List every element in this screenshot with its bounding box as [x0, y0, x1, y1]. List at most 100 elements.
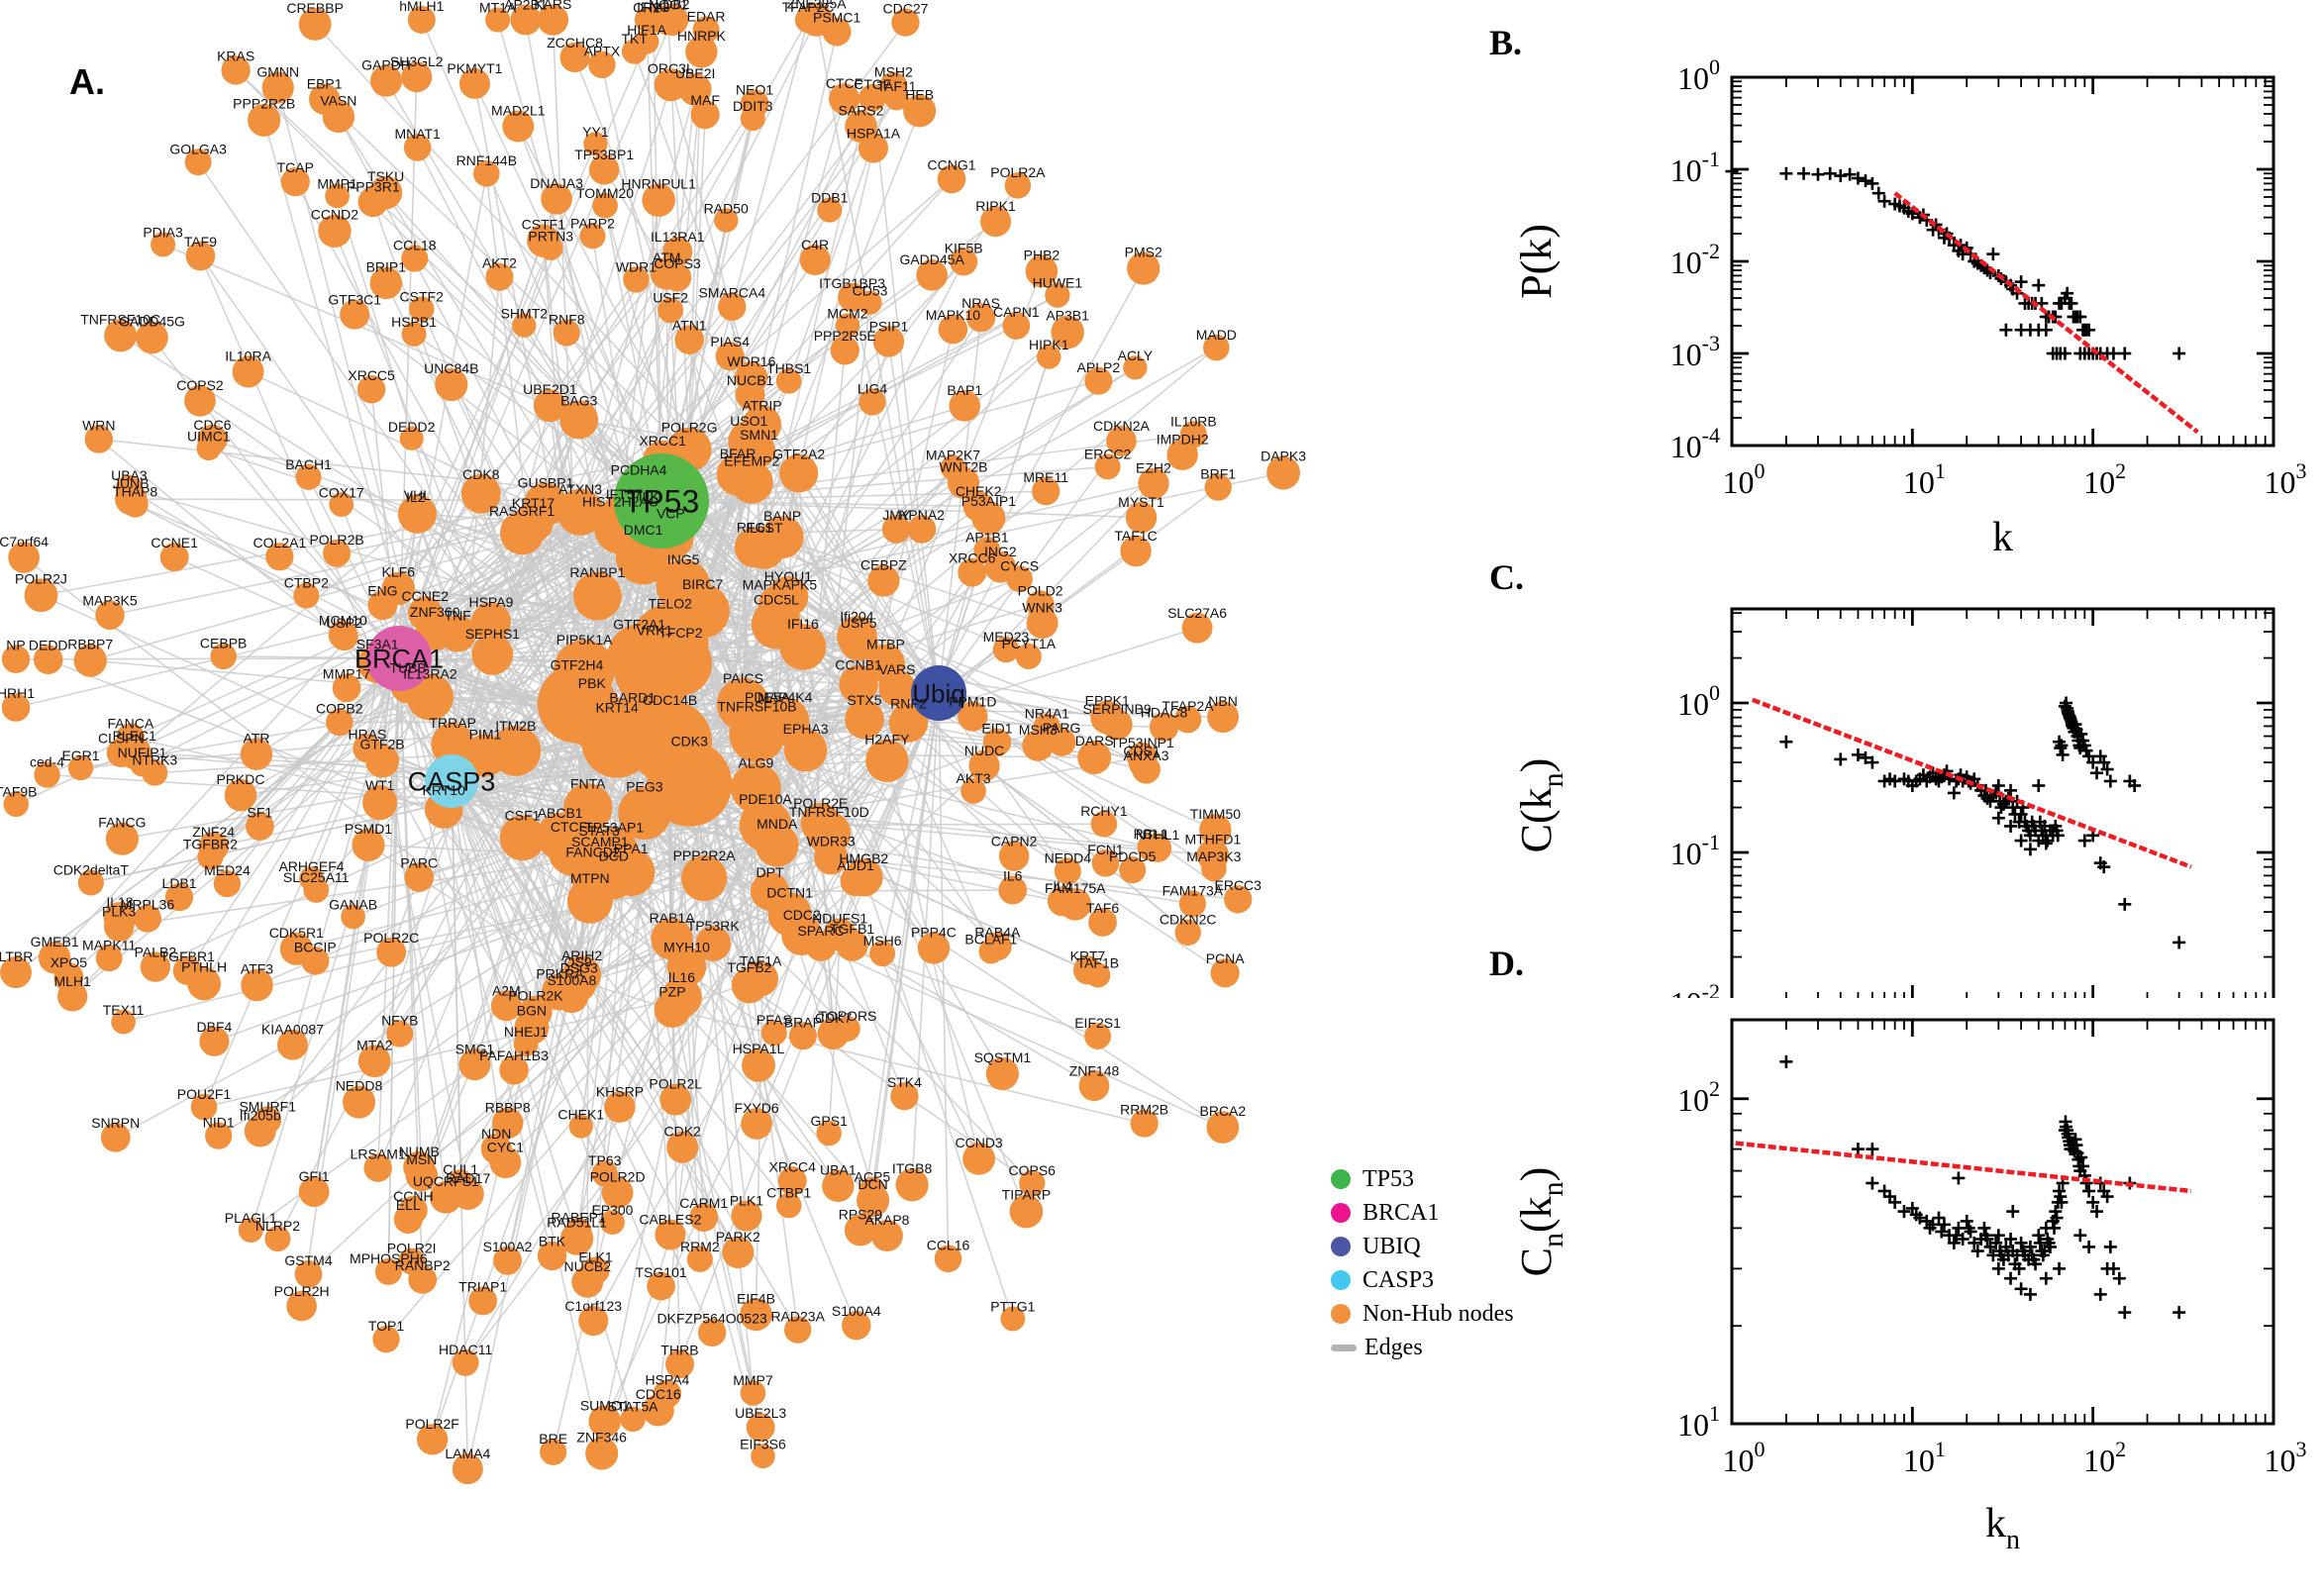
network-node [1009, 1194, 1044, 1229]
y-axis-tick-label: 10-1 [1670, 147, 1720, 188]
network-node-label: WDR16 [727, 353, 775, 369]
network-node-label: RAB1A [650, 910, 696, 926]
network-node [33, 645, 63, 675]
network-node [293, 582, 320, 609]
network-node [649, 633, 713, 696]
network-node [1119, 856, 1147, 884]
network-node [343, 1085, 376, 1119]
y-axis-tick-label: 100 [1677, 680, 1720, 722]
network-node [1022, 730, 1055, 761]
network-node-label: LRSAM1 [351, 1146, 406, 1161]
network-node [1084, 366, 1113, 395]
network-node-label: KARS [534, 0, 571, 12]
y-axis-tick-label: 10-1 [1670, 830, 1720, 871]
x-axis-tick-label: 101 [1903, 1437, 1946, 1478]
network-edge [451, 780, 701, 1260]
network-edge [451, 405, 552, 782]
network-node [1132, 754, 1161, 784]
network-node [662, 237, 693, 267]
network-node [213, 870, 242, 898]
plot-frame [1730, 75, 2275, 448]
network-node-label: ITGB1BP3 [819, 275, 885, 291]
network-node [588, 154, 620, 185]
network-node [591, 855, 636, 900]
network-node-label: WDR1 [616, 258, 656, 274]
network-node [984, 551, 1017, 583]
network-node-label: SARS2 [839, 102, 884, 118]
network-edge [398, 657, 554, 1256]
network-edge [887, 341, 940, 694]
network-edge [798, 472, 974, 792]
network-node [884, 86, 909, 111]
network-node-label: MTA2 [356, 1037, 393, 1052]
network-node-label: MMP17 [323, 666, 370, 682]
network-node-label: WNK3 [1022, 599, 1062, 615]
network-node [962, 1142, 996, 1175]
network-edge [226, 657, 400, 885]
network-node-label: RNF2 [890, 695, 927, 711]
network-node-label: ced-4 [30, 753, 64, 769]
network-node-label: GSTM4 [284, 1252, 332, 1268]
network-node-label: SNRPN [91, 1115, 140, 1131]
network-edge [451, 780, 462, 1182]
network-node-label: DNAJA3 [530, 175, 583, 191]
network-node [965, 303, 996, 333]
network-node-label: DBF4 [197, 1019, 233, 1035]
network-node [510, 4, 542, 36]
network-node [280, 167, 310, 197]
x-axis-tick-label: 100 [1723, 458, 1766, 500]
network-node [742, 1047, 775, 1082]
network-node [1091, 849, 1120, 877]
network-node-label: ARIH2 [561, 948, 602, 963]
network-node-label: CSF1 [505, 807, 541, 823]
network-node-label: TAF6 [1086, 900, 1119, 916]
network-node-label: NR4A1 [1025, 706, 1069, 722]
network-node [865, 739, 909, 783]
network-node-label: GTF2H4 [551, 656, 604, 672]
network-node-label: TAF11 [876, 78, 916, 94]
hub-label-ubiq: Ubiq [912, 678, 964, 708]
network-node-label: CDC2 [783, 907, 821, 923]
network-node-label: CDK3 [671, 734, 709, 749]
network-edge [398, 103, 756, 659]
network-node [692, 16, 720, 44]
network-node-label: ING5 [667, 551, 700, 567]
network-node-label: SEPHS1 [465, 626, 520, 642]
network-node [836, 929, 868, 961]
network-node-label: GFI1 [299, 1168, 330, 1184]
network-edge [294, 181, 593, 716]
network-node-label: DDIT3 [733, 98, 773, 114]
network-node-label: EPHA3 [783, 721, 829, 737]
x-axis-tick-label: 102 [2083, 458, 2126, 500]
network-edge [871, 97, 940, 694]
network-node [73, 644, 107, 677]
network-node [1173, 705, 1202, 734]
network-node [664, 1349, 694, 1379]
network-node-label: DMC1 [624, 522, 663, 538]
network-node [1199, 814, 1232, 847]
network-node-label: UNC84B [424, 360, 478, 376]
network-node-label: PIAS4 [710, 334, 750, 349]
network-node [573, 571, 622, 621]
fit-line [1735, 1141, 2192, 1194]
network-node-label: COPS3 [654, 255, 701, 271]
x-axis-title: kn [1985, 1501, 2020, 1555]
network-node-label: ERCC3 [1215, 877, 1262, 893]
y-axis-title: Cn(kn) [1512, 1167, 1569, 1277]
network-node-label: HIST2H2AC [582, 494, 658, 510]
network-node-label: NUFIP1 [118, 745, 167, 760]
network-node [740, 89, 769, 119]
network-node [666, 1131, 699, 1163]
legend-item-label: Edges [1364, 1334, 1423, 1360]
network-node-label: CCL16 [927, 1237, 970, 1252]
network-node [199, 1026, 230, 1056]
network-node-label: VASN [320, 93, 356, 109]
network-node-label: STAT3 [578, 823, 620, 839]
network-edge [211, 439, 400, 659]
network-node [654, 68, 687, 102]
network-node [805, 930, 837, 961]
edge-swatch-icon [1331, 1344, 1357, 1351]
network-node-label: DEDD [29, 637, 68, 652]
network-node-label: UBE2D1 [523, 381, 577, 397]
